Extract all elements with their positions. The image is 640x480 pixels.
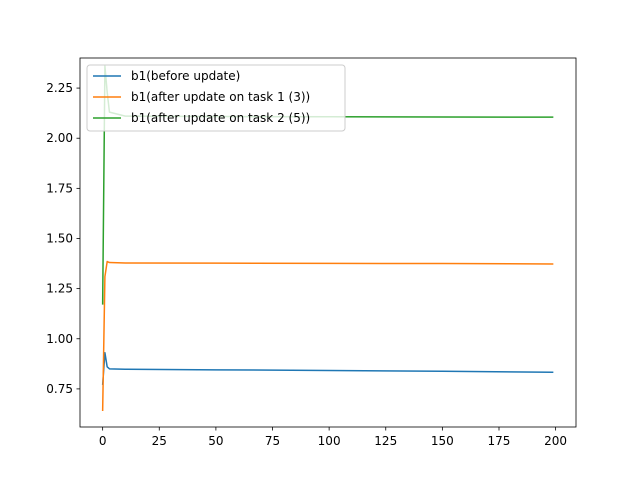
x-tick-label: 150 — [431, 434, 454, 448]
y-tick-label: 1.25 — [46, 282, 73, 296]
y-tick-label: 2.25 — [46, 81, 73, 95]
legend-label-3: b1(after update on task 2 (5)) — [131, 111, 310, 125]
x-tick-label: 100 — [318, 434, 341, 448]
y-axis-ticks: 0.75 1.00 1.25 1.50 1.75 2.00 2.25 — [46, 81, 80, 396]
legend: b1(before update) b1(after update on task… — [86, 64, 346, 132]
x-axis-ticks: 0 25 50 75 100 125 150 175 200 — [99, 427, 567, 448]
legend-box — [86, 64, 346, 132]
y-tick-label: 0.75 — [46, 382, 73, 396]
y-tick-label: 1.00 — [46, 332, 73, 346]
x-tick-label: 175 — [488, 434, 511, 448]
axes-border — [79, 57, 577, 428]
axes-frame — [79, 57, 577, 428]
x-tick-label: 25 — [152, 434, 167, 448]
x-tick-label: 0 — [99, 434, 107, 448]
y-tick-label: 1.50 — [46, 231, 73, 245]
x-tick-label: 125 — [374, 434, 397, 448]
x-tick-label: 75 — [265, 434, 280, 448]
x-tick-label: 200 — [544, 434, 567, 448]
legend-label-1: b1(before update) — [131, 69, 240, 83]
y-tick-label: 1.75 — [46, 181, 73, 195]
x-tick-label: 50 — [208, 434, 223, 448]
series-line-2 — [101, 260, 554, 411]
legend-label-2: b1(after update on task 1 (3)) — [131, 90, 310, 104]
y-tick-label: 2.00 — [46, 131, 73, 145]
series-line-1 — [101, 352, 554, 385]
